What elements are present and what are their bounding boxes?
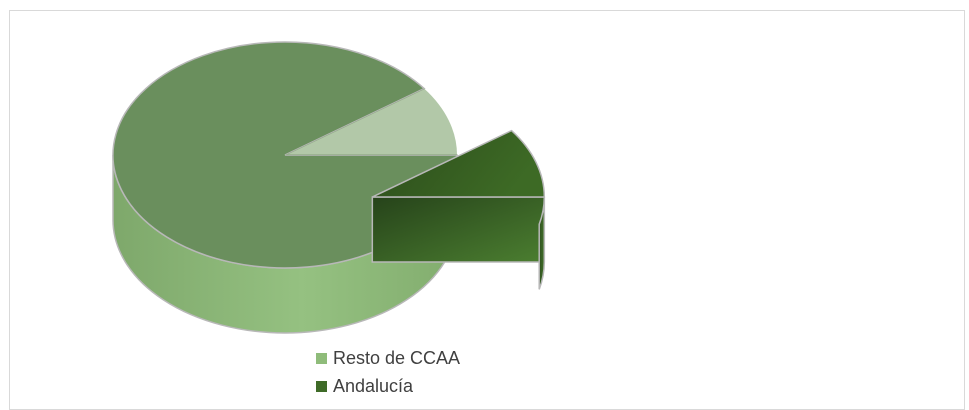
slice-resto-gap — [285, 88, 458, 155]
legend-item-andalucia: Andalucía — [316, 372, 460, 400]
legend-label-andalucia: Andalucía — [333, 375, 414, 396]
legend-swatch-resto — [316, 352, 327, 364]
slice-andalucia-cut — [371, 196, 546, 263]
slice-andalucia-rim — [538, 196, 546, 290]
slice-andalucia-top — [372, 129, 546, 198]
legend-label-resto: Resto de CCAA — [333, 347, 461, 368]
legend: Resto de CCAA Andalucía — [316, 344, 460, 400]
legend-swatch-andalucia — [316, 380, 327, 392]
legend-item-resto: Resto de CCAA — [316, 344, 460, 372]
